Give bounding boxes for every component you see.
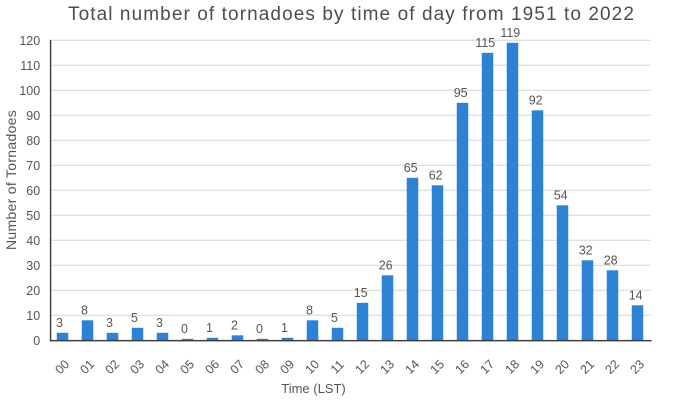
svg-text:5: 5 bbox=[131, 311, 138, 325]
svg-text:54: 54 bbox=[554, 189, 568, 203]
svg-text:80: 80 bbox=[26, 134, 40, 148]
svg-text:92: 92 bbox=[529, 94, 543, 108]
svg-text:Time (LST): Time (LST) bbox=[281, 381, 346, 396]
svg-text:120: 120 bbox=[19, 34, 40, 48]
svg-text:100: 100 bbox=[19, 84, 40, 98]
svg-text:8: 8 bbox=[306, 304, 313, 318]
svg-text:62: 62 bbox=[429, 169, 443, 183]
svg-text:20: 20 bbox=[26, 284, 40, 298]
svg-text:40: 40 bbox=[26, 234, 40, 248]
svg-text:3: 3 bbox=[106, 316, 113, 330]
svg-text:65: 65 bbox=[404, 161, 418, 175]
svg-text:15: 15 bbox=[354, 286, 368, 300]
svg-text:3: 3 bbox=[56, 316, 63, 330]
svg-text:8: 8 bbox=[81, 304, 88, 318]
svg-text:115: 115 bbox=[475, 36, 495, 50]
svg-text:30: 30 bbox=[26, 259, 40, 273]
svg-text:10: 10 bbox=[26, 309, 40, 323]
svg-text:0: 0 bbox=[256, 322, 263, 336]
svg-text:70: 70 bbox=[26, 159, 40, 173]
svg-text:32: 32 bbox=[579, 244, 593, 258]
svg-text:0: 0 bbox=[181, 322, 188, 336]
svg-text:26: 26 bbox=[379, 259, 393, 273]
svg-text:14: 14 bbox=[629, 289, 643, 303]
svg-text:0: 0 bbox=[33, 334, 40, 348]
svg-text:1: 1 bbox=[281, 321, 288, 335]
svg-text:3: 3 bbox=[156, 316, 163, 330]
svg-text:2: 2 bbox=[231, 319, 238, 333]
svg-text:95: 95 bbox=[454, 86, 468, 100]
svg-text:Total number of tornadoes by t: Total number of tornadoes by time of day… bbox=[68, 4, 635, 25]
svg-text:50: 50 bbox=[26, 209, 40, 223]
svg-text:119: 119 bbox=[500, 26, 520, 40]
svg-text:110: 110 bbox=[20, 59, 40, 73]
svg-text:28: 28 bbox=[604, 254, 618, 268]
svg-text:90: 90 bbox=[26, 109, 40, 123]
svg-text:5: 5 bbox=[331, 311, 338, 325]
svg-text:Number of Tornadoes: Number of Tornadoes bbox=[3, 110, 19, 250]
svg-text:1: 1 bbox=[206, 321, 213, 335]
svg-text:60: 60 bbox=[26, 184, 40, 198]
